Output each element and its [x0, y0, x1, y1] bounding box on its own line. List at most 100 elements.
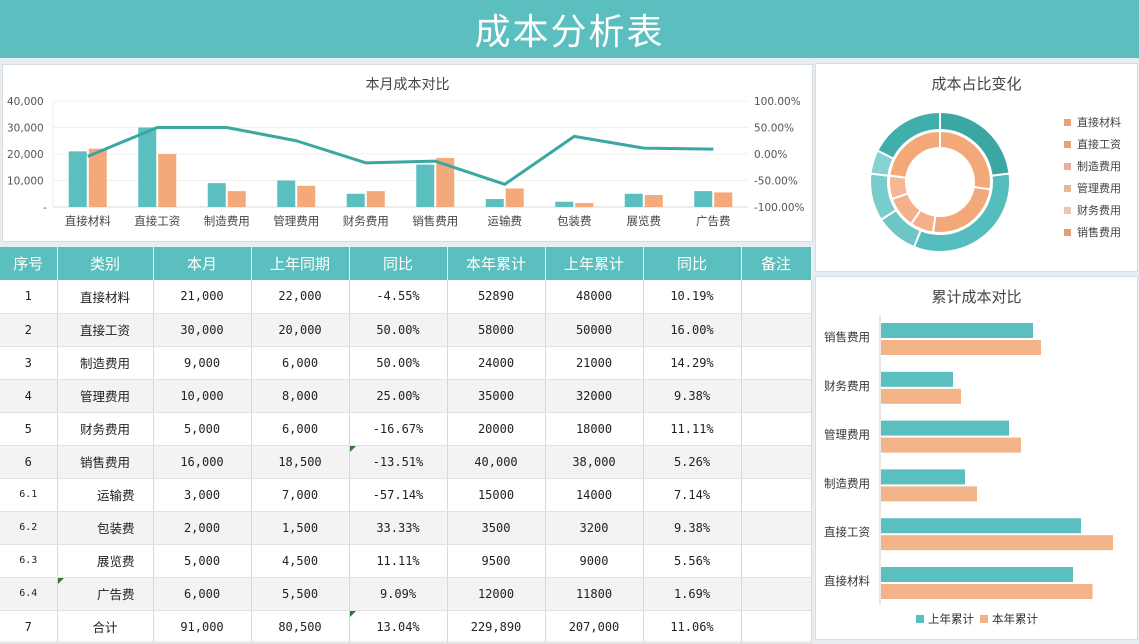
legend-item[interactable]: 管理费用	[1064, 180, 1121, 196]
cell-this-month[interactable]: 3,000	[153, 478, 252, 512]
cell-ytd[interactable]: 52890	[447, 280, 546, 314]
cell-yoy[interactable]: -16.67%	[349, 412, 448, 446]
cell-yoy[interactable]: -57.14%	[349, 478, 448, 512]
cell-last-ytd[interactable]: 38,000	[545, 445, 644, 479]
col-header-ytd-yoy[interactable]: 同比	[643, 247, 742, 280]
cell-index[interactable]: 6.3	[0, 544, 58, 578]
cell-category[interactable]: 直接工资	[57, 313, 154, 347]
cell-yoy[interactable]: 9.09%	[349, 577, 448, 611]
cell-this-month[interactable]: 91,000	[153, 610, 252, 644]
cell-this-month[interactable]: 10,000	[153, 379, 252, 413]
cell-this-month[interactable]: 30,000	[153, 313, 252, 347]
cell-last-year[interactable]: 5,500	[251, 577, 350, 611]
cell-ytd-yoy[interactable]: 11.06%	[643, 610, 742, 644]
monthly-cost-chart[interactable]: 本月成本对比 40,000 30,000 20,000 10,000-100.00% 5…	[2, 64, 813, 242]
cell-last-year[interactable]: 7,000	[251, 478, 350, 512]
cell-ytd[interactable]: 3500	[447, 511, 546, 545]
cell-remarks[interactable]	[741, 346, 812, 380]
cell-category[interactable]: 销售费用	[57, 445, 154, 479]
col-header-ytd[interactable]: 本年累计	[447, 247, 546, 280]
cell-ytd-yoy[interactable]: 16.00%	[643, 313, 742, 347]
cell-this-month[interactable]: 5,000	[153, 412, 252, 446]
cell-index[interactable]: 6.1	[0, 478, 58, 512]
cell-last-year[interactable]: 22,000	[251, 280, 350, 314]
cell-ytd-yoy[interactable]: 9.38%	[643, 379, 742, 413]
col-header-last-ytd[interactable]: 上年累计	[545, 247, 644, 280]
cell-last-ytd[interactable]: 18000	[545, 412, 644, 446]
legend-item[interactable]: 制造费用	[1064, 158, 1121, 174]
cell-ytd-yoy[interactable]: 7.14%	[643, 478, 742, 512]
cell-this-month[interactable]: 21,000	[153, 280, 252, 314]
cell-yoy[interactable]: 33.33%	[349, 511, 448, 545]
cell-ytd[interactable]: 40,000	[447, 445, 546, 479]
col-header-last-year-same-period[interactable]: 上年同期	[251, 247, 350, 280]
cell-this-month[interactable]: 16,000	[153, 445, 252, 479]
cell-category[interactable]: 合计	[57, 610, 154, 644]
cell-remarks[interactable]	[741, 610, 812, 644]
cell-index[interactable]: 6.2	[0, 511, 58, 545]
cell-yoy[interactable]: 25.00%	[349, 379, 448, 413]
cell-last-year[interactable]: 6,000	[251, 412, 350, 446]
cell-index[interactable]: 1	[0, 280, 58, 314]
cell-ytd[interactable]: 24000	[447, 346, 546, 380]
cell-yoy[interactable]: 50.00%	[349, 346, 448, 380]
cell-this-month[interactable]: 9,000	[153, 346, 252, 380]
cell-ytd-yoy[interactable]: 11.11%	[643, 412, 742, 446]
cell-ytd[interactable]: 15000	[447, 478, 546, 512]
cell-yoy[interactable]: 13.04%	[349, 610, 448, 644]
cell-category[interactable]: 展览费	[57, 544, 154, 578]
cell-yoy[interactable]: -4.55%	[349, 280, 448, 314]
cell-last-ytd[interactable]: 14000	[545, 478, 644, 512]
cell-yoy[interactable]: 50.00%	[349, 313, 448, 347]
cell-last-year[interactable]: 1,500	[251, 511, 350, 545]
cell-this-month[interactable]: 2,000	[153, 511, 252, 545]
cell-this-month[interactable]: 5,000	[153, 544, 252, 578]
legend-item[interactable]: 销售费用	[1064, 224, 1121, 240]
cell-last-year[interactable]: 4,500	[251, 544, 350, 578]
col-header-category[interactable]: 类别	[57, 247, 154, 280]
cell-last-ytd[interactable]: 207,000	[545, 610, 644, 644]
cell-last-year[interactable]: 20,000	[251, 313, 350, 347]
cell-category[interactable]: 制造费用	[57, 346, 154, 380]
cell-remarks[interactable]	[741, 412, 812, 446]
cell-ytd[interactable]: 12000	[447, 577, 546, 611]
cell-remarks[interactable]	[741, 544, 812, 578]
cell-index[interactable]: 6.4	[0, 577, 58, 611]
cell-index[interactable]: 4	[0, 379, 58, 413]
cell-remarks[interactable]	[741, 280, 812, 314]
cell-ytd-yoy[interactable]: 10.19%	[643, 280, 742, 314]
cell-remarks[interactable]	[741, 445, 812, 479]
cell-category[interactable]: 包装费	[57, 511, 154, 545]
cell-remarks[interactable]	[741, 478, 812, 512]
cell-last-ytd[interactable]: 9000	[545, 544, 644, 578]
cell-remarks[interactable]	[741, 379, 812, 413]
cell-last-year[interactable]: 8,000	[251, 379, 350, 413]
cell-ytd[interactable]: 58000	[447, 313, 546, 347]
col-header-index[interactable]: 序号	[0, 247, 58, 280]
cell-index[interactable]: 3	[0, 346, 58, 380]
legend-item[interactable]: 财务费用	[1064, 202, 1121, 218]
cell-this-month[interactable]: 6,000	[153, 577, 252, 611]
cell-last-ytd[interactable]: 32000	[545, 379, 644, 413]
cell-remarks[interactable]	[741, 511, 812, 545]
cell-remarks[interactable]	[741, 577, 812, 611]
col-header-remarks[interactable]: 备注	[741, 247, 812, 280]
cell-last-ytd[interactable]: 50000	[545, 313, 644, 347]
cell-yoy[interactable]: 11.11%	[349, 544, 448, 578]
cell-ytd[interactable]: 229,890	[447, 610, 546, 644]
cell-yoy[interactable]: -13.51%	[349, 445, 448, 479]
cell-index[interactable]: 7	[0, 610, 58, 644]
cell-ytd[interactable]: 9500	[447, 544, 546, 578]
cell-category[interactable]: 广告费	[57, 577, 154, 611]
cell-ytd[interactable]: 20000	[447, 412, 546, 446]
cell-ytd-yoy[interactable]: 9.38%	[643, 511, 742, 545]
cell-index[interactable]: 2	[0, 313, 58, 347]
cell-ytd-yoy[interactable]: 5.26%	[643, 445, 742, 479]
col-header-this-month[interactable]: 本月	[153, 247, 252, 280]
cell-ytd[interactable]: 35000	[447, 379, 546, 413]
cell-ytd-yoy[interactable]: 5.56%	[643, 544, 742, 578]
legend-item[interactable]: 直接工资	[1064, 136, 1121, 152]
cell-last-year[interactable]: 18,500	[251, 445, 350, 479]
cell-last-year[interactable]: 80,500	[251, 610, 350, 644]
col-header-yoy[interactable]: 同比	[349, 247, 448, 280]
